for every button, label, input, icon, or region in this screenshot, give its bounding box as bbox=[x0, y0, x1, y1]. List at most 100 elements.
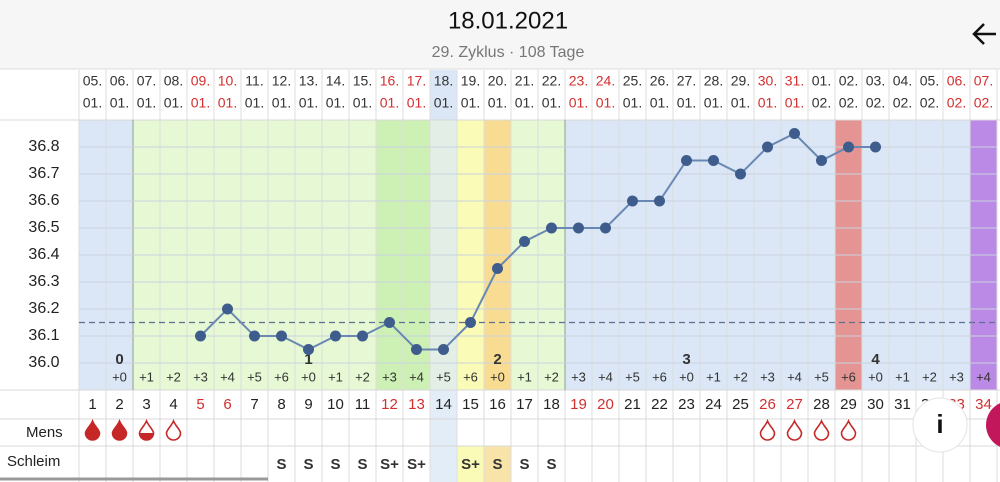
y-tick-label: 36.7 bbox=[28, 165, 59, 182]
date-day: 21. bbox=[515, 73, 534, 89]
cycle-day: 20 bbox=[597, 396, 614, 413]
week-number: 3 bbox=[682, 351, 690, 368]
temperature-point bbox=[276, 330, 287, 342]
cycle-day: 23 bbox=[678, 396, 695, 413]
date-month: 01. bbox=[731, 95, 750, 111]
date-day: 25. bbox=[623, 73, 642, 89]
day-counter: +1 bbox=[895, 369, 910, 384]
day-counter: +5 bbox=[625, 369, 640, 384]
day-counter: +5 bbox=[436, 369, 451, 384]
day-counter: +3 bbox=[193, 369, 208, 384]
date-month: 01. bbox=[542, 95, 561, 111]
cycle-day: 3 bbox=[142, 396, 150, 413]
info-button[interactable] bbox=[912, 397, 968, 453]
date-month: 01. bbox=[704, 95, 723, 111]
date-month: 01. bbox=[353, 95, 372, 111]
temperature-point bbox=[681, 155, 692, 166]
y-tick-label: 36.0 bbox=[28, 354, 59, 371]
y-tick-label: 36.3 bbox=[28, 273, 59, 290]
date-day: 27. bbox=[677, 73, 696, 89]
temperature-point bbox=[870, 141, 881, 153]
cycle-day: 8 bbox=[277, 396, 285, 413]
cycle-day: 10 bbox=[327, 396, 344, 413]
y-tick-label: 36.1 bbox=[28, 327, 59, 344]
temperature-point bbox=[573, 222, 584, 234]
date-month: 02. bbox=[947, 95, 966, 111]
temperature-point bbox=[195, 330, 206, 342]
add-button[interactable] bbox=[986, 401, 1000, 449]
date-day: 18. bbox=[434, 73, 453, 89]
date-day: 29. bbox=[731, 73, 750, 89]
date-month: 01. bbox=[83, 95, 102, 111]
week-number: 2 bbox=[493, 351, 501, 368]
day-counter: +0 bbox=[868, 369, 883, 384]
day-counter: +2 bbox=[355, 369, 370, 384]
temperature-point bbox=[411, 344, 422, 355]
info-icon: i bbox=[936, 409, 943, 439]
cycle-day: 15 bbox=[462, 396, 479, 413]
back-button[interactable] bbox=[972, 23, 996, 45]
cycle-day: 30 bbox=[867, 396, 884, 413]
date-month: 02. bbox=[974, 95, 993, 111]
date-day: 16. bbox=[380, 73, 399, 89]
temperature-point bbox=[222, 303, 233, 315]
y-tick-label: 36.4 bbox=[28, 246, 59, 263]
week-number: 0 bbox=[115, 351, 123, 368]
day-counter: +2 bbox=[733, 369, 748, 384]
schleim-mark: S bbox=[357, 456, 367, 473]
temperature-point bbox=[789, 128, 800, 139]
cycle-day: 5 bbox=[196, 396, 204, 413]
schleim-mark: S+ bbox=[461, 456, 480, 473]
date-day: 22. bbox=[542, 73, 561, 89]
title: 18.01.2021 bbox=[448, 7, 568, 34]
temperature-point bbox=[843, 141, 854, 153]
cycle-day: 7 bbox=[250, 396, 258, 413]
day-counter: +1 bbox=[139, 369, 154, 384]
week-number: 1 bbox=[304, 351, 312, 368]
today-highlight bbox=[430, 70, 457, 120]
date-month: 01. bbox=[515, 95, 534, 111]
cycle-day: 34 bbox=[975, 396, 992, 413]
row-label: Mens bbox=[26, 424, 63, 441]
day-counter: +6 bbox=[274, 369, 289, 384]
date-day: 11. bbox=[245, 73, 263, 89]
cycle-day: 2 bbox=[115, 396, 123, 413]
cycle-day: 4 bbox=[169, 396, 177, 413]
date-day: 10. bbox=[218, 73, 237, 89]
date-month: 01. bbox=[272, 95, 291, 111]
date-day: 14. bbox=[326, 73, 345, 89]
temperature-point bbox=[735, 168, 746, 180]
y-tick-label: 36.6 bbox=[28, 192, 59, 209]
day-counter: +4 bbox=[787, 369, 802, 384]
y-tick-label: 36.8 bbox=[28, 138, 59, 155]
cycle-day: 28 bbox=[813, 396, 830, 413]
day-counter: +6 bbox=[841, 369, 856, 384]
week-number: 4 bbox=[871, 351, 880, 368]
date-day: 06. bbox=[110, 73, 129, 89]
temperature-point bbox=[465, 317, 476, 328]
date-month: 02. bbox=[893, 95, 912, 111]
date-month: 01. bbox=[110, 95, 129, 111]
day-counter: +0 bbox=[679, 369, 694, 384]
date-day: 03. bbox=[866, 73, 885, 89]
date-day: 19. bbox=[461, 73, 480, 89]
date-month: 01. bbox=[407, 95, 426, 111]
schleim-mark: S bbox=[492, 456, 502, 473]
day-counter: +4 bbox=[598, 369, 613, 384]
mens-drop bbox=[840, 418, 857, 441]
date-day: 15. bbox=[353, 73, 372, 89]
date-day: 04. bbox=[893, 73, 912, 89]
date-month: 01. bbox=[488, 95, 507, 111]
date-month: 02. bbox=[866, 95, 885, 111]
date-month: 01. bbox=[650, 95, 669, 111]
cycle-day: 21 bbox=[624, 396, 641, 413]
mens-drop-fill bbox=[139, 433, 154, 441]
date-day: 07. bbox=[137, 73, 156, 89]
temperature-point bbox=[600, 222, 611, 234]
cycle-day: 26 bbox=[759, 396, 776, 413]
day-counter: +1 bbox=[706, 369, 721, 384]
cycle-day: 17 bbox=[516, 396, 533, 413]
cycle-day: 11 bbox=[355, 396, 371, 413]
date-day: 31. bbox=[785, 73, 804, 89]
day-counter: +3 bbox=[571, 369, 586, 384]
